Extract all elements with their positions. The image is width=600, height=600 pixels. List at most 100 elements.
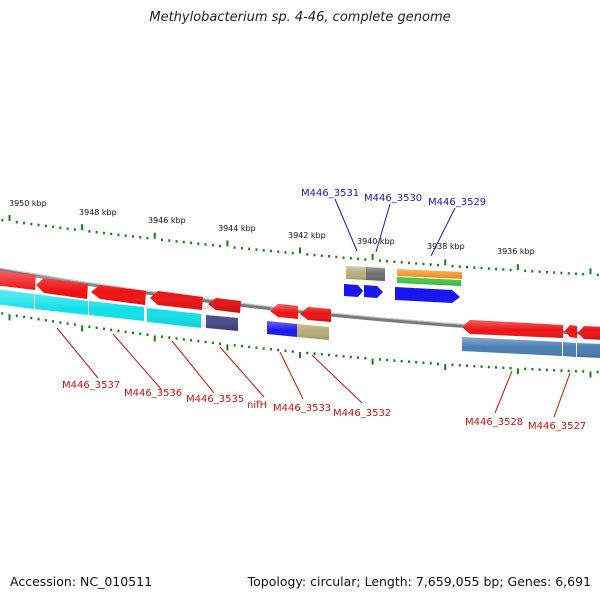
ruler-minor-tick	[240, 344, 243, 348]
top-leader-lines	[334, 198, 456, 257]
ruler-minor-tick	[175, 240, 178, 243]
ruler-minor-tick	[480, 365, 483, 368]
ruler-minor-tick	[531, 270, 534, 273]
ruler-minor-tick	[291, 251, 294, 255]
ruler-minor-tick	[466, 364, 469, 367]
ruler-minor-tick	[248, 345, 251, 349]
ruler-minor-tick	[342, 355, 345, 358]
feature-shade	[270, 304, 331, 322]
gene-label-M446_3532[interactable]: M446_3532	[333, 408, 391, 419]
ruler-minor-tick	[255, 346, 258, 350]
ruler-minor-tick	[553, 369, 556, 372]
gene-label-M446_3530[interactable]: M446_3530	[364, 193, 422, 204]
ruler-label-3946: 3946 kbp	[148, 216, 186, 225]
ruler-minor-tick	[124, 330, 127, 334]
ruler-minor-tick	[219, 244, 222, 248]
gene-label-nifH[interactable]: nifH	[247, 400, 267, 411]
ruler-minor-tick	[197, 339, 200, 343]
gene-label-M446_3527[interactable]: M446_3527	[528, 421, 586, 432]
ruler-minor-tick	[422, 262, 425, 266]
ruler-minor-tick	[560, 369, 563, 372]
ruler-minor-tick	[117, 233, 120, 237]
ruler-minor-tick	[262, 249, 265, 252]
ruler-minor-tick	[190, 241, 193, 245]
ruler-minor-tick	[320, 353, 323, 356]
ruler-minor-tick	[1, 218, 4, 222]
gene-label-M446_3535[interactable]: M446_3535	[186, 394, 244, 405]
ruler-minor-tick	[313, 352, 316, 355]
map-title: Methylobacterium sp. 4-46, complete geno…	[149, 10, 451, 25]
ruler-minor-tick	[466, 265, 469, 269]
ruler-minor-tick	[524, 269, 527, 273]
ruler-minor-tick	[73, 323, 76, 326]
ruler-minor-tick	[364, 356, 367, 360]
ruler-minor-tick	[102, 231, 105, 235]
ruler-minor-tick	[23, 221, 26, 225]
gene-arrow-M446_3529[interactable]	[395, 287, 460, 303]
ruler-minor-tick	[110, 328, 113, 332]
ruler-minor-tick	[233, 344, 236, 347]
top-gene-labels: M446_3531 M446_3530 M446_3529	[301, 188, 486, 208]
ruler-minor-tick	[168, 336, 171, 339]
ruler-minor-tick	[473, 364, 476, 368]
ruler-minor-tick	[88, 325, 91, 329]
ruler-minor-tick	[509, 268, 512, 272]
ruler-minor-tick	[473, 266, 476, 269]
gene-label-M446_3533[interactable]: M446_3533	[273, 403, 331, 414]
gene-label-M446_3529[interactable]: M446_3529	[428, 197, 486, 208]
ruler-major-tick	[81, 325, 84, 332]
ruler-minor-tick	[30, 316, 33, 320]
bottom-gene-labels: M446_3537 M446_3536 M446_3535 nifH M446_…	[62, 380, 586, 432]
ruler-minor-tick	[37, 317, 40, 321]
gene-label-M446_3537[interactable]: M446_3537	[62, 380, 120, 391]
ruler-minor-tick	[328, 353, 331, 357]
ruler-minor-tick	[386, 358, 389, 362]
gene-label-M446_3536[interactable]: M446_3536	[124, 388, 182, 399]
ruler-minor-tick	[291, 350, 294, 353]
gene-arrow-M446_3530[interactable]	[364, 285, 383, 298]
reverse-strand-features	[0, 270, 600, 358]
ruler-minor-tick	[436, 362, 439, 366]
ruler-major-tick	[226, 344, 229, 351]
ruler-minor-tick	[567, 369, 570, 373]
ruler-minor-tick	[168, 239, 171, 242]
gene-label-M446_3528[interactable]: M446_3528	[465, 417, 523, 428]
ruler-minor-tick	[335, 354, 338, 357]
gene-label-M446_3531[interactable]: M446_3531	[301, 188, 359, 199]
ruler-minor-tick	[44, 224, 47, 228]
feature-shade	[267, 321, 329, 340]
ruler-minor-tick	[313, 253, 316, 257]
ruler-minor-tick	[262, 347, 265, 350]
ruler-minor-tick	[161, 238, 164, 242]
ruler-major-tick	[589, 371, 592, 378]
ruler-minor-tick	[429, 263, 432, 266]
ruler-minor-tick	[364, 258, 367, 261]
ruler-minor-tick	[95, 326, 98, 330]
ruler-label-3948: 3948 kbp	[79, 208, 117, 217]
ruler-minor-tick	[386, 259, 389, 263]
ruler-minor-tick	[400, 359, 403, 363]
ruler-minor-tick	[524, 367, 527, 371]
ruler-minor-tick	[487, 267, 490, 270]
ruler-minor-tick	[357, 356, 360, 359]
ruler-minor-tick	[277, 348, 280, 352]
ruler-minor-tick	[197, 242, 200, 245]
ruler-minor-tick	[131, 331, 134, 335]
ruler-minor-tick	[30, 222, 33, 226]
ruler-minor-tick	[415, 262, 418, 265]
ruler-minor-tick	[124, 234, 127, 237]
forward-strand-features	[344, 266, 462, 303]
gene-arrow-M446_3531[interactable]	[344, 284, 363, 297]
ruler-major-tick	[153, 335, 156, 342]
ruler-minor-tick	[436, 263, 439, 267]
ruler-minor-tick	[545, 270, 548, 274]
ruler-minor-tick	[240, 246, 243, 250]
ruler-minor-tick	[117, 329, 120, 333]
ruler-minor-tick	[415, 360, 418, 364]
ruler-minor-tick	[458, 265, 461, 268]
ruler-minor-tick	[574, 272, 577, 276]
ruler-minor-tick	[37, 223, 40, 227]
ruler-minor-tick	[596, 273, 599, 277]
ruler-minor-tick	[139, 236, 142, 239]
ruler-minor-tick	[15, 220, 18, 224]
